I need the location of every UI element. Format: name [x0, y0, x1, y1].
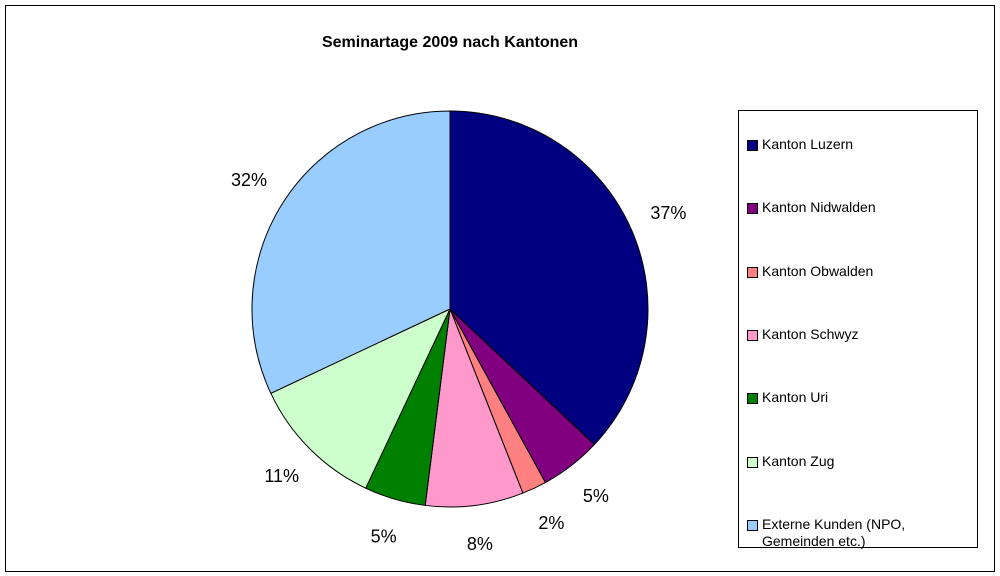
legend-item: Externe Kunden (NPO, Gemeinden etc.)	[747, 516, 975, 550]
legend-item: Kanton Luzern	[747, 136, 975, 153]
legend-swatch	[747, 329, 758, 341]
data-label: 32%	[231, 170, 267, 190]
legend: Kanton Luzern Kanton Nidwalden Kanton Obwa…	[738, 110, 978, 550]
pie-slice	[251, 110, 451, 394]
legend-item: Kanton Obwalden	[747, 263, 975, 280]
legend-item: Kanton Schwyz	[747, 326, 975, 343]
data-label: 8%	[467, 534, 493, 554]
legend-swatch	[747, 140, 758, 151]
legend-swatch	[747, 266, 758, 278]
legend-swatch	[747, 519, 758, 531]
legend-item: Kanton Zug	[747, 453, 975, 470]
chart-title: Seminartage 2009 nach Kantonen	[322, 34, 578, 51]
pie-slice	[270, 307, 452, 489]
legend-label: Kanton Luzern	[762, 136, 854, 152]
pie-slice	[424, 308, 524, 508]
data-label: 11%	[264, 466, 299, 486]
legend-label: Kanton Schwyz	[762, 325, 859, 342]
legend-label: Externe Kunden (NPO, Gemeinden etc.)	[762, 515, 906, 549]
legend-label: Kanton Uri	[762, 389, 829, 406]
legend-item: Kanton Uri	[747, 389, 975, 406]
legend-label: Kanton Obwalden	[762, 262, 874, 279]
legend-swatch	[747, 203, 758, 215]
legend-label: Kanton Zug	[762, 452, 835, 469]
data-label: 37%	[650, 203, 686, 223]
legend-swatch	[747, 456, 758, 468]
legend-label: Kanton Nidwalden	[762, 199, 876, 216]
data-label: 2%	[538, 513, 564, 533]
pie-slice	[449, 110, 649, 446]
data-label: 5%	[583, 486, 609, 506]
data-label: 5%	[371, 526, 397, 546]
legend-item: Kanton Nidwalden	[747, 199, 975, 216]
legend-swatch	[747, 393, 758, 405]
